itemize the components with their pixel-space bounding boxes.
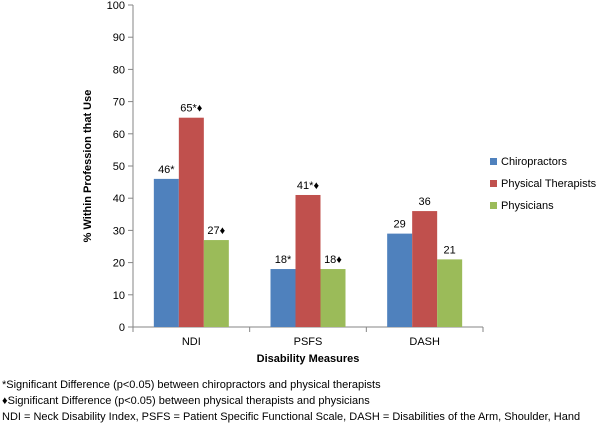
x-tick-label: DASH (409, 336, 440, 348)
legend-swatch-chiropractors (490, 158, 497, 165)
legend-label: Physicians (501, 200, 554, 212)
bar-dash-physicians (437, 259, 463, 327)
bar-psfs-physicians (320, 269, 346, 327)
x-tick-label: PSFS (294, 336, 323, 348)
bar-ndi-physical-therapists (178, 117, 204, 327)
y-tick-label: 50 (113, 161, 125, 173)
footnote-abbreviations: NDI = Neck Disability Index, PSFS = Pati… (2, 411, 581, 423)
footnote-chiro-pt: *Significant Difference (p<0.05) between… (2, 379, 381, 391)
y-tick-label: 40 (113, 193, 125, 205)
legend-swatch-physical-therapists (490, 180, 497, 187)
legend-swatch-physicians (490, 202, 497, 209)
bar-psfs-chiropractors (270, 269, 296, 327)
data-label: 21 (444, 244, 456, 256)
y-tick-label: 0 (119, 322, 125, 334)
y-tick-label: 10 (113, 290, 125, 302)
data-label: 41*♦ (297, 180, 320, 192)
y-axis-title: % Within Profession that Use (82, 90, 94, 243)
bar-chart: 0 10 20 30 40 50 60 70 80 90 100 % Within Professio… (82, 0, 597, 365)
bar-dash-physical-therapists (412, 211, 438, 327)
y-tick-label: 100 (107, 0, 125, 12)
bar-dash-chiropractors (387, 233, 413, 327)
y-tick-label: 80 (113, 64, 125, 76)
x-tick-label: NDI (182, 336, 201, 348)
footnote-pt-physicians: ♦Significant Difference (p<0.05) between… (2, 395, 370, 407)
data-label: 36 (419, 196, 431, 208)
bar-ndi-chiropractors (153, 178, 179, 327)
chart-bars: 46* 18* 29 65*♦ 41*♦ 36 27♦ 18♦ 21 (153, 103, 463, 327)
chart-axes: 0 10 20 30 40 50 60 70 80 90 100 % Within Professio… (82, 0, 484, 365)
data-label: 27♦ (207, 225, 225, 237)
y-tick-label: 30 (113, 225, 125, 237)
y-tick-label: 20 (113, 258, 125, 270)
y-tick-label: 90 (113, 32, 125, 44)
data-label: 65*♦ (180, 103, 203, 115)
data-label: 46* (158, 164, 175, 176)
bar-psfs-physical-therapists (295, 194, 321, 327)
data-label: 18♦ (324, 254, 342, 266)
legend-label: Chiropractors (501, 156, 568, 168)
bar-ndi-physicians (203, 240, 229, 327)
chart-legend: Chiropractors Physical Therapists Physicia… (490, 156, 597, 212)
data-label: 18* (275, 254, 292, 266)
data-label: 29 (394, 219, 406, 231)
x-axis-title: Disability Measures (257, 353, 360, 365)
y-tick-label: 60 (113, 129, 125, 141)
y-tick-label: 70 (113, 97, 125, 109)
legend-label: Physical Therapists (501, 178, 597, 190)
